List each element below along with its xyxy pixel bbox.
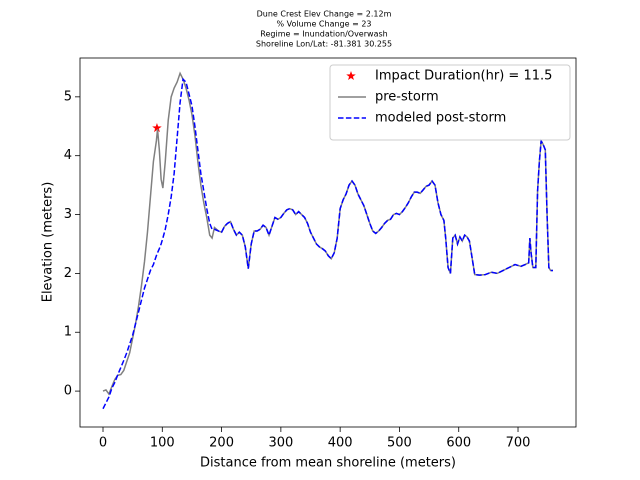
x-tick-label: 200 <box>209 436 234 451</box>
legend-label: modeled post-storm <box>375 111 506 126</box>
legend-label: Impact Duration(hr) = 11.5 <box>375 69 552 84</box>
chart-title: Dune Crest Elev Change = 2.12m <box>257 10 392 19</box>
x-tick-label: 300 <box>268 436 293 451</box>
legend-marker <box>346 71 356 81</box>
x-tick-label: 100 <box>150 436 175 451</box>
y-axis-label: Elevation (meters) <box>41 182 56 303</box>
impact-marker <box>152 123 162 133</box>
legend-box <box>329 64 571 141</box>
axes-frame <box>79 57 577 428</box>
legend-label: pre-storm <box>375 90 439 105</box>
y-tick-label: 2 <box>64 266 72 281</box>
x-tick-label: 0 <box>99 436 107 451</box>
x-axis-label: Distance from mean shoreline (meters) <box>200 456 456 471</box>
chart-title: Shoreline Lon/Lat: -81.381 30.255 <box>256 40 392 49</box>
series-line <box>102 77 553 410</box>
x-tick-label: 500 <box>387 436 412 451</box>
x-tick-label: 700 <box>506 436 531 451</box>
chart-title: Regime = Inundation/Overwash <box>260 30 387 39</box>
x-tick-label: 400 <box>328 436 353 451</box>
x-tick-label: 600 <box>446 436 471 451</box>
y-tick-label: 5 <box>64 89 72 104</box>
y-tick-label: 3 <box>64 207 72 222</box>
y-tick-label: 0 <box>64 384 72 399</box>
y-tick-label: 1 <box>64 325 72 340</box>
chart-title: % Volume Change = 23 <box>276 20 371 29</box>
y-tick-label: 4 <box>64 148 72 163</box>
